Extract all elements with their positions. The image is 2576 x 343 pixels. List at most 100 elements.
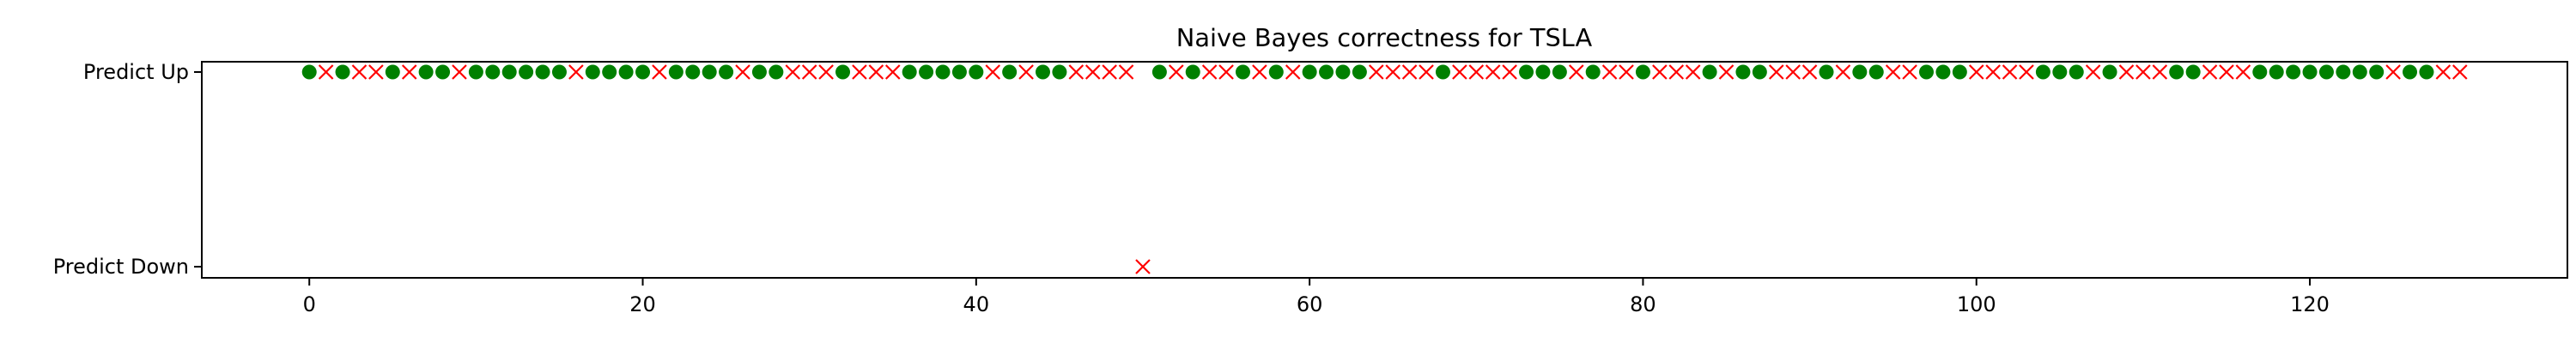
incorrect-point [1469, 65, 1483, 79]
incorrect-point [2153, 65, 2166, 79]
incorrect-point [1120, 65, 1133, 79]
x-tick-label: 100 [1957, 292, 1996, 316]
correct-point [1352, 65, 1367, 80]
correct-point [685, 65, 700, 80]
incorrect-point [1903, 65, 1917, 79]
chart-marks [302, 65, 2467, 274]
incorrect-point [569, 65, 583, 79]
incorrect-point [2386, 65, 2400, 79]
correct-point [2169, 65, 2184, 80]
correct-point [1953, 65, 1967, 80]
y-tick-label: Predict Up [83, 60, 189, 84]
correct-point [1052, 65, 1066, 80]
correct-point [386, 65, 400, 80]
x-tick-label: 60 [1297, 292, 1323, 316]
incorrect-point [2087, 65, 2100, 79]
incorrect-point [1770, 65, 1783, 79]
incorrect-point [1170, 65, 1183, 79]
incorrect-point [1453, 65, 1467, 79]
correct-point [1519, 65, 1534, 80]
correct-point [435, 65, 450, 80]
incorrect-point [736, 65, 750, 79]
incorrect-point [1386, 65, 1400, 79]
incorrect-point [819, 65, 833, 79]
incorrect-point [1103, 65, 1116, 79]
incorrect-point [1803, 65, 1817, 79]
incorrect-point [1086, 65, 1100, 79]
correct-point [1753, 65, 1767, 80]
incorrect-point [1069, 65, 1083, 79]
y-tick-label: Predict Down [53, 255, 189, 279]
correct-point [519, 65, 533, 80]
correct-point [1703, 65, 1717, 80]
correct-point [835, 65, 850, 80]
incorrect-point [1836, 65, 1850, 79]
correct-point [2403, 65, 2417, 80]
incorrect-point [1986, 65, 2000, 79]
correct-point [2103, 65, 2117, 80]
incorrect-point [2436, 65, 2450, 79]
correct-point [1586, 65, 1601, 80]
correct-point [1919, 65, 1934, 80]
correct-point [552, 65, 567, 80]
correct-point [2303, 65, 2318, 80]
correct-point [2369, 65, 2384, 80]
correct-point [586, 65, 600, 80]
incorrect-point [2453, 65, 2467, 79]
correct-point [2269, 65, 2284, 80]
correct-point [902, 65, 917, 80]
correct-point [469, 65, 483, 80]
incorrect-point [2236, 65, 2250, 79]
correct-point [1335, 65, 1350, 80]
incorrect-point [869, 65, 883, 79]
incorrect-point [1219, 65, 1233, 79]
correct-point [1186, 65, 1200, 80]
incorrect-point [1286, 65, 1300, 79]
correct-point [2419, 65, 2433, 80]
correct-point [502, 65, 517, 80]
correct-point [1935, 65, 1950, 80]
correct-point [2286, 65, 2300, 80]
correct-point [1552, 65, 1567, 80]
correct-point [1852, 65, 1867, 80]
incorrect-point [653, 65, 666, 79]
incorrect-point [2020, 65, 2033, 79]
correct-point [2336, 65, 2350, 80]
incorrect-point [1619, 65, 1633, 79]
correct-point [1002, 65, 1017, 80]
incorrect-point [1686, 65, 1700, 79]
chart-title: Naive Bayes correctness for TSLA [1176, 23, 1593, 52]
correct-point [2036, 65, 2050, 80]
correct-point [1735, 65, 1750, 80]
incorrect-point [1203, 65, 1217, 79]
incorrect-point [1653, 65, 1667, 79]
y-axis: Predict Down Predict Up [53, 60, 202, 279]
correct-point [719, 65, 733, 80]
correct-point [702, 65, 717, 80]
correct-point [2353, 65, 2367, 80]
correct-point [2186, 65, 2201, 80]
incorrect-point [1603, 65, 1617, 79]
correct-point [2069, 65, 2084, 80]
incorrect-point [2220, 65, 2233, 79]
incorrect-point [369, 65, 383, 79]
correct-point [1036, 65, 1050, 80]
correct-point [752, 65, 767, 80]
incorrect-point [2203, 65, 2217, 79]
incorrect-point [1886, 65, 1900, 79]
incorrect-point [1419, 65, 1433, 79]
x-tick-label: 0 [303, 292, 316, 316]
correct-point [1819, 65, 1833, 80]
incorrect-point [2119, 65, 2133, 79]
incorrect-point [786, 65, 799, 79]
correct-point [2252, 65, 2267, 80]
x-tick-label: 20 [629, 292, 656, 316]
incorrect-point [319, 65, 333, 79]
correct-point [952, 65, 967, 80]
incorrect-point [352, 65, 366, 79]
correct-point [1436, 65, 1450, 80]
incorrect-point [853, 65, 866, 79]
incorrect-point [1403, 65, 1417, 79]
incorrect-point [1253, 65, 1267, 79]
